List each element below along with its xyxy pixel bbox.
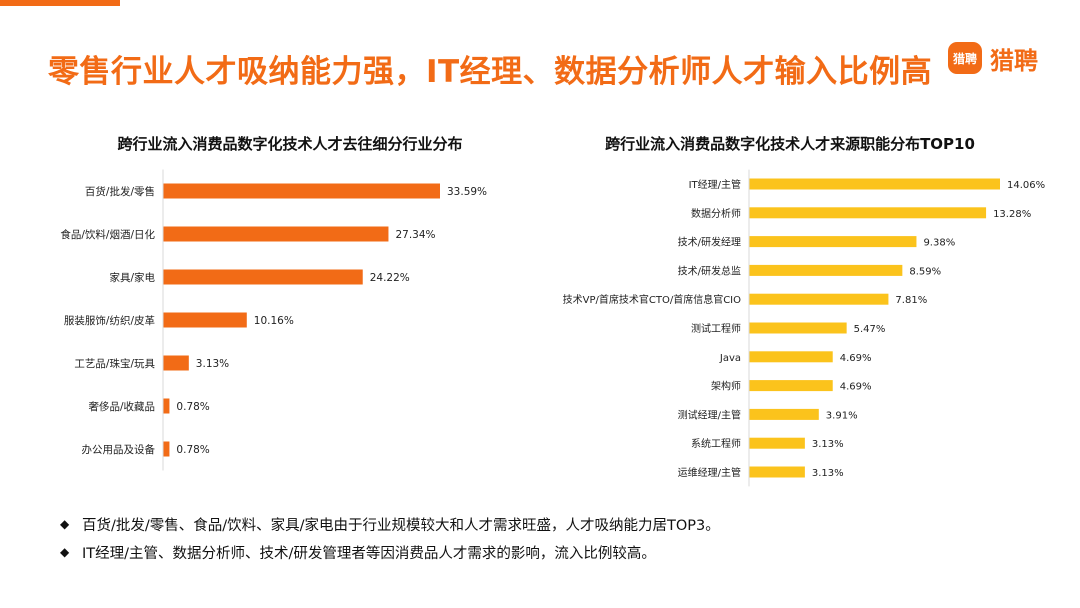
category-label: 系统工程师 <box>691 437 741 450</box>
bar <box>749 322 847 334</box>
value-label: 24.22% <box>370 272 410 284</box>
value-label: 7.81% <box>895 295 927 306</box>
category-label: 架构师 <box>711 380 741 393</box>
category-label: IT经理/主管 <box>689 178 741 191</box>
bar <box>163 226 389 242</box>
value-label: 0.78% <box>176 444 209 456</box>
bar <box>749 264 903 276</box>
value-label: 14.06% <box>1007 180 1045 191</box>
bar <box>163 398 170 414</box>
value-label: 3.91% <box>826 410 858 421</box>
value-label: 0.78% <box>176 401 209 413</box>
category-label: 家具/家电 <box>109 271 155 284</box>
right-chart-title: 跨行业流入消费品数字化技术人才来源职能分布TOP10 <box>605 135 975 153</box>
category-label: Java <box>719 353 741 364</box>
bar <box>163 441 170 457</box>
notes-list: ◆ 百货/批发/零售、食品/饮料、家具/家电由于行业规模较大和人才需求旺盛，人才… <box>60 510 720 566</box>
value-label: 27.34% <box>395 229 435 241</box>
bar <box>749 351 833 363</box>
bar <box>749 178 1000 190</box>
left-chart-title: 跨行业流入消费品数字化技术人才去往细分行业分布 <box>117 135 463 153</box>
left-bar-chart: 百货/批发/零售 33.59% 食品/饮料/烟酒/日化 27.34% 家具/家电 24.2… <box>60 169 487 471</box>
category-label: 数据分析师 <box>691 207 741 220</box>
value-label: 33.59% <box>447 186 487 198</box>
bar <box>749 408 819 420</box>
logo-icon: 猎聘 <box>948 42 982 74</box>
diamond-bullet-icon: ◆ <box>60 517 70 531</box>
diamond-bullet-icon: ◆ <box>60 545 70 559</box>
category-label: 技术/研发总监 <box>678 264 741 277</box>
value-label: 4.69% <box>840 382 872 393</box>
bar <box>749 466 805 478</box>
value-label: 3.13% <box>196 358 229 370</box>
bar <box>749 293 889 305</box>
category-label: 办公用品及设备 <box>82 443 156 456</box>
value-label: 3.13% <box>812 468 844 479</box>
liepin-logo: 猎聘 猎聘 <box>948 38 1038 78</box>
category-label: 奢侈品/收藏品 <box>88 400 155 413</box>
category-label: 技术VP/首席技术官CTO/首席信息官CIO <box>563 293 742 306</box>
value-label: 4.69% <box>840 353 872 364</box>
value-label: 5.47% <box>854 324 886 335</box>
value-label: 8.59% <box>909 266 941 277</box>
bar <box>749 236 917 248</box>
bar <box>163 183 440 199</box>
category-label: 服装服饰/纺织/皮革 <box>64 314 155 327</box>
note-item: ◆ 百货/批发/零售、食品/饮料、家具/家电由于行业规模较大和人才需求旺盛，人才… <box>60 510 720 538</box>
note-text: 百货/批发/零售、食品/饮料、家具/家电由于行业规模较大和人才需求旺盛，人才吸纳… <box>82 517 720 534</box>
category-label: 工艺品/珠宝/玩具 <box>74 357 155 370</box>
value-label: 13.28% <box>993 209 1031 220</box>
category-label: 测试经理/主管 <box>678 408 741 421</box>
category-label: 食品/饮料/烟酒/日化 <box>60 228 155 241</box>
slide-title: 零售行业人才吸纳能力强，IT经理、数据分析师人才输入比例高 <box>48 54 933 90</box>
category-label: 技术/研发经理 <box>678 236 741 249</box>
category-label: 百货/批发/零售 <box>85 185 155 198</box>
bar <box>163 355 189 371</box>
bar <box>163 312 247 328</box>
bar <box>163 269 363 285</box>
category-label: 运维经理/主管 <box>678 466 741 479</box>
bar <box>749 380 833 392</box>
right-bar-chart: IT经理/主管 14.06% 数据分析师 13.28% 技术/研发经理 9.38% 技术/研… <box>563 169 1045 487</box>
logo-text: 猎聘 <box>990 46 1038 75</box>
note-item: ◆ IT经理/主管、数据分析师、技术/研发管理者等因消费品人才需求的影响，流入比… <box>60 538 720 566</box>
value-label: 3.13% <box>812 439 844 450</box>
bar <box>749 437 805 449</box>
category-label: 测试工程师 <box>691 322 741 335</box>
value-label: 9.38% <box>923 238 955 249</box>
top-accent-bar <box>0 0 120 6</box>
bar <box>749 207 987 219</box>
value-label: 10.16% <box>254 315 294 327</box>
note-text: IT经理/主管、数据分析师、技术/研发管理者等因消费品人才需求的影响，流入比例较… <box>82 545 656 562</box>
